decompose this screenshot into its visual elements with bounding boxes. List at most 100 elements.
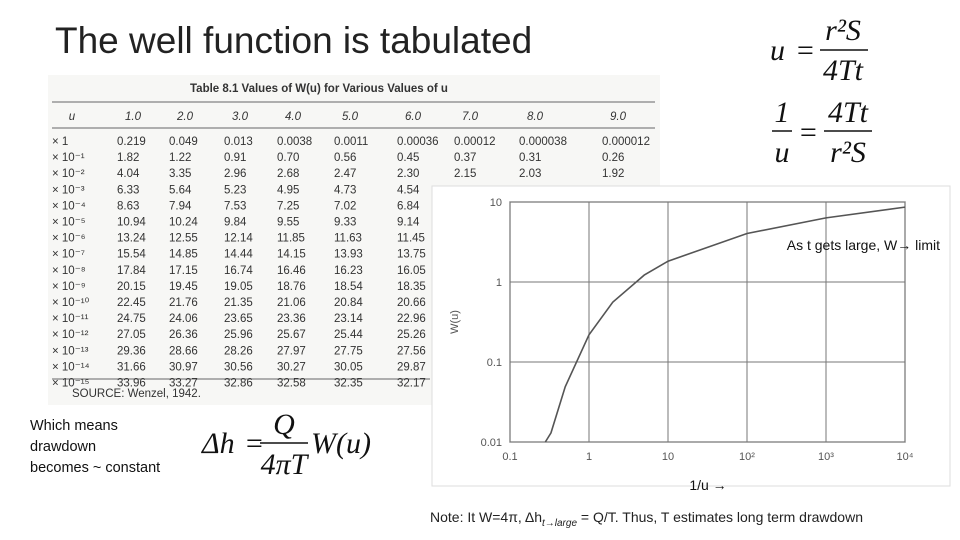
table-cell: 16.74: [224, 265, 253, 277]
table-cell: 9.55: [277, 217, 299, 229]
table-source: SOURCE: Wenzel, 1942.: [72, 388, 201, 400]
table-cell: 2.15: [454, 168, 476, 180]
x-tick-label: 10²: [739, 451, 755, 463]
table-cell: 8.63: [117, 200, 139, 212]
table-cell: 2.96: [224, 168, 246, 180]
row-label: × 10⁻³: [52, 184, 85, 196]
slide-title: The well function is tabulated: [55, 20, 532, 61]
table-cell: 1.82: [117, 152, 139, 164]
table-cell: 9.84: [224, 217, 247, 229]
y-axis-label: W(u): [449, 310, 461, 334]
x-axis-label: 1/u →: [689, 477, 726, 493]
table-cell: 30.56: [224, 361, 253, 373]
table-cell: 4.04: [117, 168, 140, 180]
table-cell: 1.22: [169, 152, 191, 164]
table-cell: 7.02: [334, 200, 356, 212]
table-cell: 0.0011: [334, 136, 368, 148]
eq-lhs: Δh: [201, 427, 235, 460]
table-title: Table 8.1 Values of W(u) for Various Val…: [190, 83, 448, 95]
table-cell: 6.33: [117, 184, 139, 196]
table-cell: 0.00012: [454, 136, 496, 148]
table-cell: 25.67: [277, 329, 306, 341]
table-header: u: [69, 111, 76, 123]
eq-lhs: u: [770, 34, 785, 67]
table-cell: 4.54: [397, 184, 420, 196]
table-cell: 18.35: [397, 281, 426, 293]
table-cell: 33.27: [169, 378, 198, 390]
eq-relation: =: [795, 34, 815, 67]
y-tick-label: 0.01: [481, 437, 502, 449]
x-tick-label: 1: [586, 451, 592, 463]
table-cell: 14.15: [277, 249, 306, 261]
table-cell: 19.45: [169, 281, 198, 293]
row-label: × 10⁻¹²: [52, 329, 89, 341]
x-tick-label: 10³: [818, 451, 834, 463]
table-cell: 0.91: [224, 152, 246, 164]
table-cell: 6.84: [397, 200, 420, 212]
table-header: 4.0: [285, 111, 302, 123]
row-label: × 10⁻⁷: [52, 249, 85, 261]
table-cell: 9.14: [397, 217, 420, 229]
note: Note: It W=4π, Δht→large = Q/T. Thus, T …: [430, 509, 863, 529]
table-cell: 11.63: [334, 233, 362, 245]
table-cell: 29.87: [397, 361, 426, 373]
eq-relation: =: [798, 116, 818, 149]
table-cell: 25.96: [224, 329, 253, 341]
y-tick-label: 1: [496, 277, 502, 289]
eq-denominator: 4πT: [261, 448, 310, 481]
note-subscript: t→large: [542, 518, 577, 529]
y-tick-label: 0.1: [487, 357, 502, 369]
table-cell: 13.24: [117, 233, 146, 245]
table-cell: 28.66: [169, 345, 198, 357]
eq-lhs-numerator: 1: [775, 96, 790, 129]
table-cell: 2.03: [519, 168, 541, 180]
x-tick-label: 10⁴: [897, 451, 914, 463]
table-cell: 33.96: [117, 378, 146, 390]
table-cell: 20.84: [334, 297, 363, 309]
table-cell: 10.94: [117, 217, 146, 229]
table-cell: 15.54: [117, 249, 146, 261]
eq-denominator: r²S: [830, 136, 866, 169]
y-tick-label: 10: [490, 197, 502, 209]
x-tick-label: 0.1: [502, 451, 517, 463]
table-cell: 0.000038: [519, 136, 567, 148]
note-suffix: = Q/T. Thus, T estimates long term drawd…: [577, 509, 863, 525]
table-cell: 4.73: [334, 184, 356, 196]
eq-factor: W(u): [311, 427, 371, 460]
table-cell: 0.70: [277, 152, 299, 164]
table-cell: 27.75: [334, 345, 363, 357]
row-label: × 10⁻¹⁴: [52, 361, 90, 373]
table-cell: 18.54: [334, 281, 363, 293]
eq-numerator: r²S: [825, 14, 861, 47]
table-header: 5.0: [342, 111, 359, 123]
table-cell: 5.64: [169, 184, 192, 196]
table-cell: 11.45: [397, 233, 425, 245]
table-header: 9.0: [610, 111, 627, 123]
table-cell: 0.00036: [397, 136, 439, 148]
table-cell: 3.35: [169, 168, 191, 180]
table-cell: 18.76: [277, 281, 306, 293]
eq-relation: =: [244, 427, 264, 460]
table-cell: 0.56: [334, 152, 356, 164]
table-cell: 32.58: [277, 378, 306, 390]
table-cell: 25.44: [334, 329, 363, 341]
row-label: × 10⁻¹³: [52, 345, 89, 357]
table-cell: 0.013: [224, 136, 253, 148]
eq-numerator: 4Tt: [828, 96, 869, 129]
row-label: × 10⁻⁶: [52, 233, 86, 245]
table-cell: 0.31: [519, 152, 541, 164]
row-label: × 10⁻²: [52, 168, 85, 180]
table-cell: 0.26: [602, 152, 624, 164]
table-cell: 30.97: [169, 361, 198, 373]
table-cell: 1.92: [602, 168, 624, 180]
table-cell: 32.86: [224, 378, 253, 390]
row-label: × 1: [52, 136, 68, 148]
table-cell: 32.35: [334, 378, 363, 390]
table-cell: 24.06: [169, 313, 198, 325]
table-cell: 22.96: [397, 313, 426, 325]
table-cell: 0.049: [169, 136, 198, 148]
table-cell: 12.55: [169, 233, 198, 245]
table-cell: 2.47: [334, 168, 356, 180]
